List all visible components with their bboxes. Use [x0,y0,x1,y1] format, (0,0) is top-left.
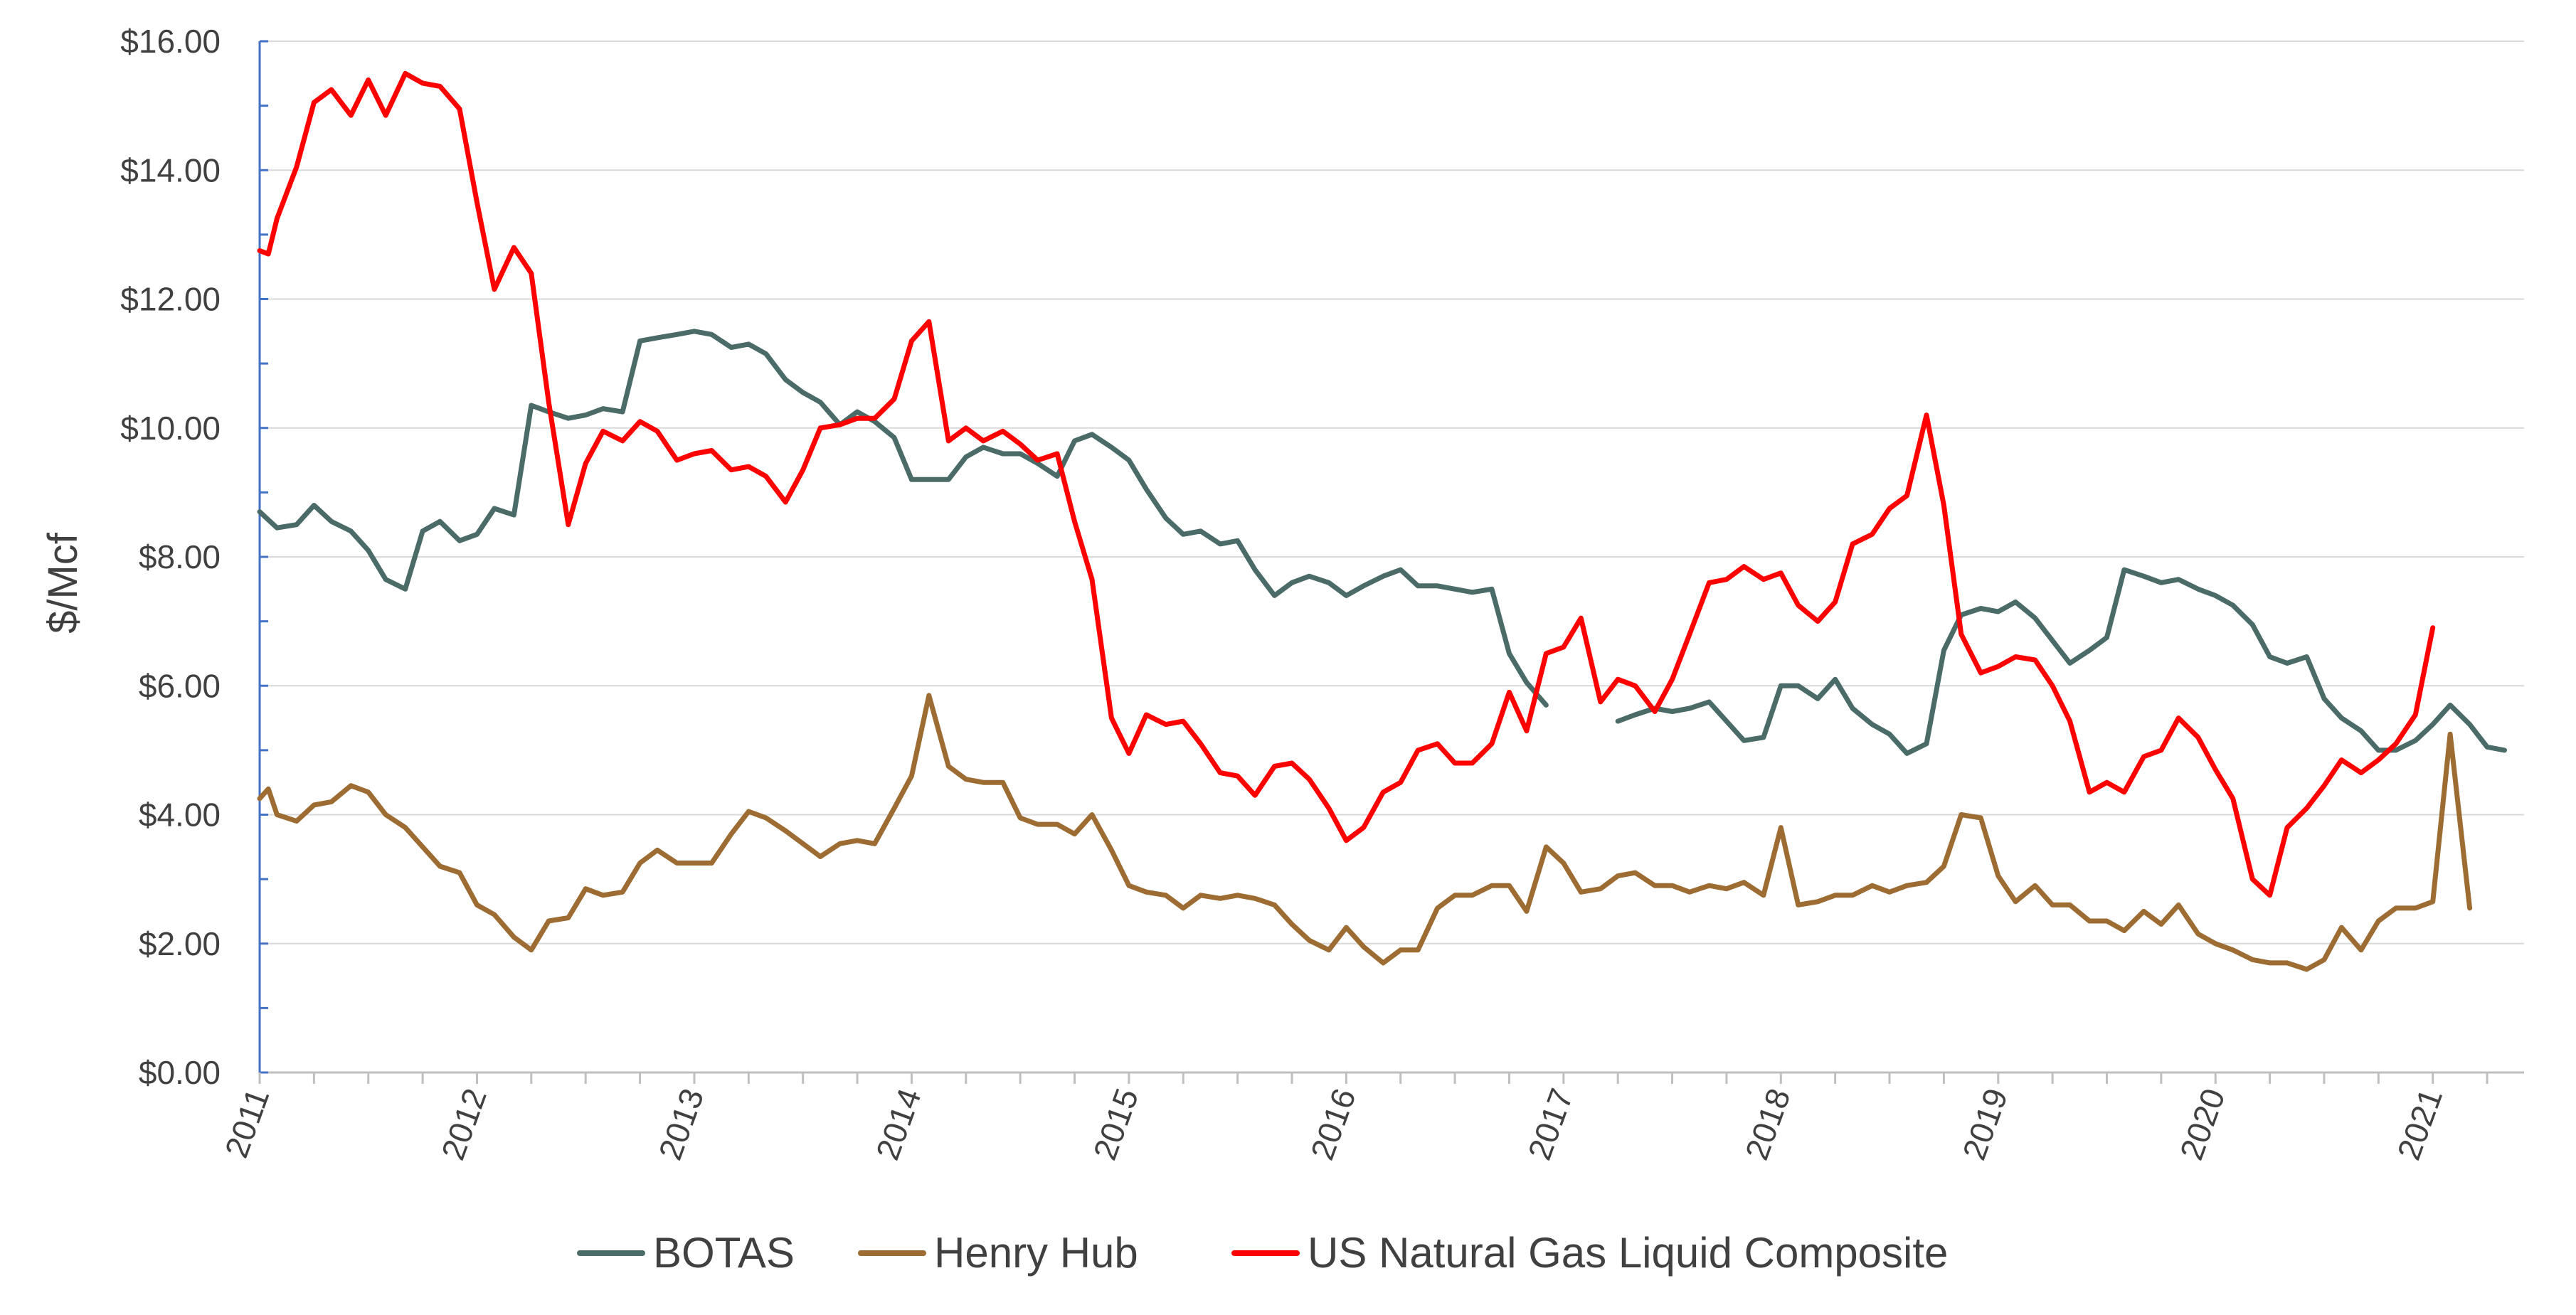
series-line-0 [257,329,2507,756]
y-tick-label: $12.00 [120,281,221,318]
y-tick-label: $14.00 [120,151,221,188]
y-tick-label: $8.00 [139,538,221,575]
legend: BOTAS Henry Hub US Natural Gas Liquid Comp… [577,1229,1948,1277]
legend-item-1: Henry Hub [858,1229,1138,1277]
legend-item-2: US Natural Gas Liquid Composite [1231,1229,1948,1277]
gridlines [260,41,2524,944]
legend-label: BOTAS [653,1229,795,1277]
legend-item-0: BOTAS [577,1229,795,1277]
series-lines [257,70,2507,972]
y-tick-label: $6.00 [139,667,221,704]
series-line-2 [257,70,2436,898]
series-line-1 [257,693,2473,972]
y-tick-label: $16.00 [120,23,221,60]
legend-label: US Natural Gas Liquid Composite [1308,1229,1948,1277]
legend-label: Henry Hub [934,1229,1138,1277]
axes [258,40,2524,1084]
y-tick-label: $4.00 [139,797,221,834]
y-tick-label: $0.00 [139,1054,221,1091]
y-axis-tick-labels: $0.00 $2.00 $4.00 $6.00 $8.00 $10.00 $12.00 $14… [120,23,221,1091]
y-axis-title: $/Mcf [40,532,86,634]
y-tick-label: $10.00 [120,410,221,447]
y-tick-label: $2.00 [139,925,221,962]
